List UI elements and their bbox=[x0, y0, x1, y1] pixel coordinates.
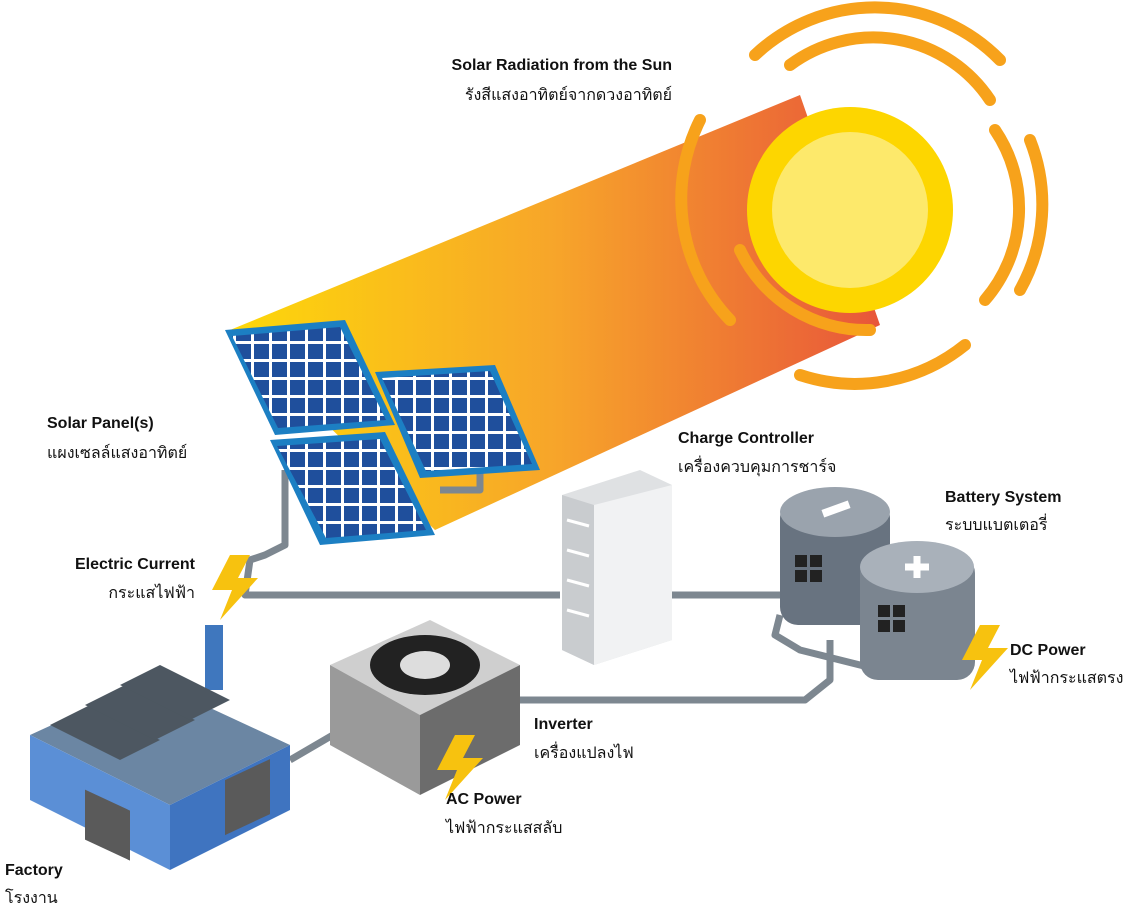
label-subtitle: ไฟฟ้ากระแสสลับ bbox=[444, 818, 562, 837]
label-subtitle: ระบบแบตเตอรี่ bbox=[945, 513, 1048, 534]
label-title: Charge Controller bbox=[678, 430, 814, 447]
label-title: Electric Current bbox=[75, 556, 196, 573]
label-title: Inverter bbox=[534, 716, 593, 733]
label-title: Battery System bbox=[945, 489, 1062, 506]
label-subtitle: กระแสไฟฟ้า bbox=[108, 583, 195, 602]
charge-controller bbox=[562, 470, 672, 665]
label-title: AC Power bbox=[446, 791, 522, 808]
label-subtitle: รังสีแสงอาทิตย์จากดวงอาทิตย์ bbox=[465, 85, 672, 104]
factory bbox=[30, 625, 290, 870]
label-subtitle: เครื่องแปลงไฟ bbox=[534, 741, 634, 762]
inverter bbox=[330, 620, 520, 795]
label-subtitle: แผงเซลล์แสงอาทิตย์ bbox=[47, 443, 187, 462]
label-subtitle: ไฟฟ้ากระแสตรง bbox=[1008, 668, 1123, 687]
diagram: Solar Radiation from the Sun รังสีแสงอาท… bbox=[0, 0, 1145, 910]
label-title: DC Power bbox=[1010, 642, 1086, 659]
label-title: Solar Radiation from the Sun bbox=[452, 57, 672, 74]
label-title: Solar Panel(s) bbox=[47, 415, 154, 432]
label-title: Factory bbox=[5, 862, 63, 879]
label-subtitle: โรงงาน bbox=[5, 888, 58, 907]
label-subtitle: เครื่องควบคุมการชาร์จ bbox=[678, 455, 836, 477]
